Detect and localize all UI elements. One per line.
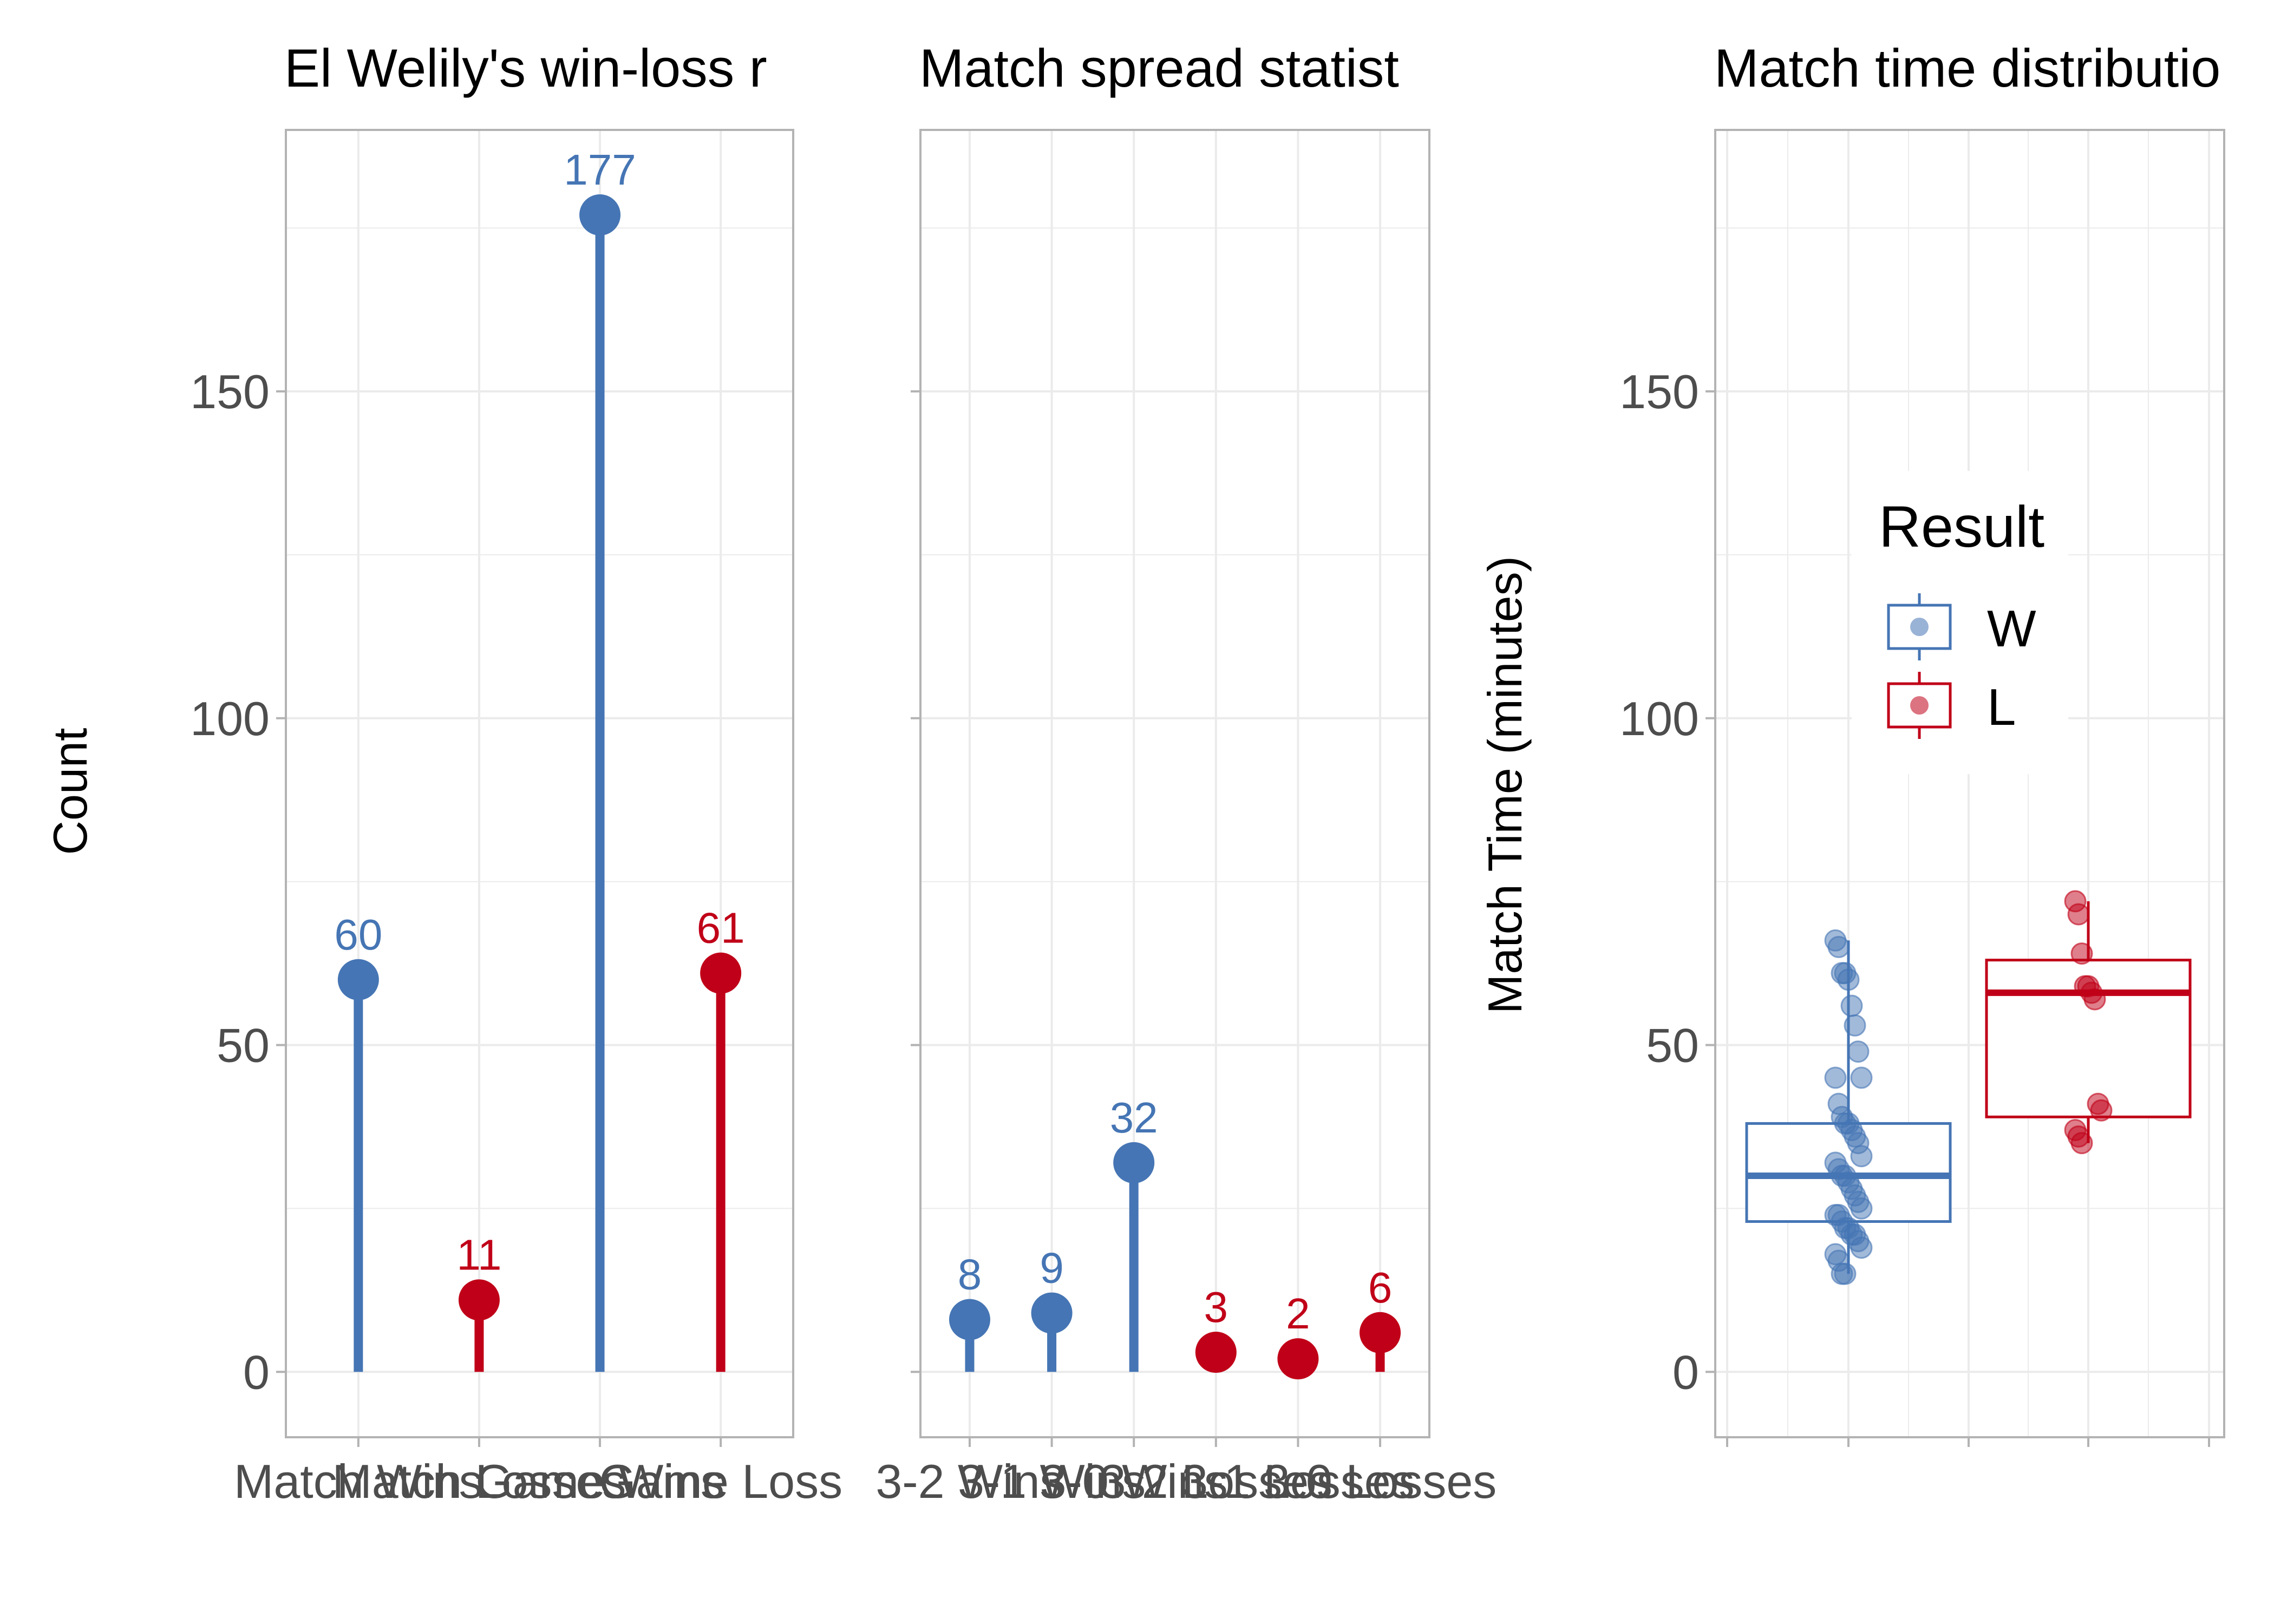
panel-2-frame <box>919 129 1430 1438</box>
panel-3-grid <box>1715 130 2224 1437</box>
panel-2-title: Match spread statist <box>919 38 1399 98</box>
data-label: 3 <box>1204 1283 1229 1331</box>
data-point <box>1850 1236 1873 1259</box>
data-label: 2 <box>1286 1289 1310 1338</box>
data-label: 6 <box>1368 1263 1393 1312</box>
panel-3-y-ticks: 0 50 100 150 <box>1619 365 1715 1399</box>
panel-3-boxplots <box>1745 890 2192 1285</box>
x-tick-label: Match Losses <box>332 1455 626 1508</box>
data-point <box>2070 1132 2093 1155</box>
data-point <box>1827 935 1850 958</box>
legend-title: Result <box>1879 494 2044 559</box>
panel-win-loss: El Welily's win-loss r Count 0 50 100 150 6… <box>43 38 842 1508</box>
lollipop-point <box>1277 1338 1319 1380</box>
y-tick-label: 100 <box>190 692 270 745</box>
data-point <box>2083 988 2106 1011</box>
y-tick-label: 0 <box>243 1345 270 1399</box>
data-point <box>2067 903 2090 926</box>
lollipop-point <box>579 194 621 235</box>
lollipop-point <box>1360 1312 1401 1353</box>
data-point <box>2090 1099 2113 1122</box>
data-point <box>1850 1066 1873 1089</box>
boxplot-W <box>1745 929 1952 1285</box>
legend-entry-W: W <box>1887 593 2036 660</box>
lollipop-point <box>1195 1332 1237 1373</box>
legend-key-point <box>1910 618 1929 636</box>
y-tick-label: 150 <box>1619 365 1699 418</box>
panel-3-frame <box>1714 129 2225 1438</box>
x-tick-label: Match Wins <box>234 1455 483 1508</box>
lollipop-point <box>337 959 379 1000</box>
y-tick-label: 150 <box>190 365 270 418</box>
data-point <box>1840 994 1863 1017</box>
lollipop-point <box>949 1299 990 1340</box>
data-point <box>1850 1145 1873 1168</box>
panel-match-time: Match time distributio Match Time (minut… <box>1478 38 2225 1447</box>
lollipop-point <box>1031 1292 1073 1334</box>
panel-1-title: El Welily's win-loss r <box>284 38 767 98</box>
data-point <box>1837 968 1860 991</box>
y-tick-label: 0 <box>1672 1345 1699 1399</box>
y-axis-title-match-time: Match Time (minutes) <box>1478 556 1532 1014</box>
legend-label-L: L <box>1987 678 2016 736</box>
panel-2-grid <box>920 130 1429 1437</box>
panel-3-x-ticks <box>1726 1437 2210 1447</box>
panel-1-frame <box>285 129 794 1438</box>
data-point <box>1847 1040 1870 1063</box>
lollipop-point <box>700 952 742 994</box>
x-tick-label: 3-2 Wins <box>875 1455 1063 1508</box>
y-tick-label: 50 <box>217 1019 270 1072</box>
panel-2-y-ticks <box>911 390 920 1373</box>
legend-key-point <box>1910 696 1929 715</box>
data-point <box>1844 1014 1866 1037</box>
data-point <box>1824 1066 1847 1089</box>
y-axis-title-count: Count <box>43 728 97 855</box>
y-tick-label: 100 <box>1619 692 1699 745</box>
data-label: 177 <box>564 146 636 194</box>
y-tick-label: 50 <box>1646 1019 1699 1072</box>
data-label: 9 <box>1040 1244 1064 1292</box>
data-label: 32 <box>1110 1093 1158 1142</box>
data-label: 61 <box>697 904 745 952</box>
boxplot-L <box>1985 890 2192 1155</box>
x-tick-label: 3-1 Losses <box>1181 1455 1414 1508</box>
data-point <box>1834 1262 1857 1285</box>
data-label: 60 <box>334 911 382 959</box>
legend-label-W: W <box>1987 600 2036 658</box>
legend-entry-L: L <box>1887 672 2016 739</box>
x-tick-label: Game Wins <box>475 1455 724 1508</box>
panel-3-title: Match time distributio <box>1714 38 2220 98</box>
legend-keys: WL <box>1887 593 2036 739</box>
x-tick-label: Game Loss <box>599 1455 842 1508</box>
x-tick-label: 3-2 Losses <box>1100 1455 1332 1508</box>
data-label: 8 <box>958 1250 982 1299</box>
lollipop-point <box>458 1279 500 1321</box>
legend: Result WL <box>1852 471 2068 774</box>
panel-1-lollipops: 60 11 177 61 <box>334 146 745 1372</box>
x-tick-label: 3-0 Losses <box>1264 1455 1497 1508</box>
panel-1-y-ticks: 0 50 100 150 <box>190 365 286 1399</box>
data-label: 11 <box>456 1230 501 1279</box>
data-point <box>2070 942 2093 965</box>
x-tick-label: 3-1 Wins <box>958 1455 1146 1508</box>
lollipop-point <box>1113 1142 1155 1183</box>
x-tick-label: 3-0 Wins <box>1040 1455 1228 1508</box>
data-point <box>1850 1197 1873 1220</box>
